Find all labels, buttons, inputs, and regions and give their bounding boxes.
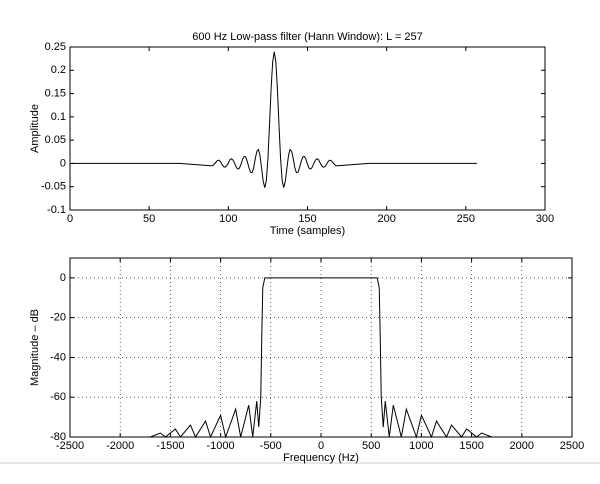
x-tick-label: 1000 [409,440,433,452]
x-tick-label: 0 [318,440,324,452]
axes-frame [69,46,546,211]
x-tick-label: 100 [219,213,237,225]
x-tick-label: -1500 [156,440,184,452]
x-tick-label: 150 [298,213,316,225]
x-tick-label: -2500 [56,440,84,452]
axes-frame [69,257,573,438]
y-tick-label: -80 [50,431,66,443]
y-tick-label: -20 [50,312,66,324]
y-tick-label: -0.05 [41,181,66,193]
x-tick-label: 50 [143,213,155,225]
x-tick-label: 2500 [560,440,584,452]
x-tick-label: -2000 [106,440,134,452]
y-tick-label: 0.05 [45,134,66,146]
x-tick-label: 200 [377,213,395,225]
y-axis-label: Amplitude [29,104,41,153]
line-series [90,277,552,439]
y-tick-label: 0.15 [45,87,66,99]
y-tick-label: 0.25 [45,41,66,53]
x-tick-label: 250 [457,213,475,225]
x-axis-label: Time (samples) [270,225,345,237]
x-tick-label: -500 [260,440,282,452]
y-tick-label: 0 [60,272,66,284]
y-tick-label: 0 [60,157,66,169]
line-series [71,51,477,188]
x-tick-label: 2000 [510,440,534,452]
y-tick-label: -40 [50,351,66,363]
x-axis-label: Frequency (Hz) [283,452,359,464]
y-tick-label: 0.2 [51,64,66,76]
x-tick-label: 500 [362,440,380,452]
y-tick-label: -0.1 [47,204,66,216]
x-tick-label: 300 [536,213,554,225]
y-tick-label: 0.1 [51,111,66,123]
y-tick-label: -60 [50,391,66,403]
x-tick-label: 1500 [459,440,483,452]
x-tick-label: 0 [67,213,73,225]
y-axis-label: Magnitude – dB [29,309,41,386]
chart-title: 600 Hz Low-pass filter (Hann Window): L … [192,31,422,43]
x-tick-label: -1000 [207,440,235,452]
